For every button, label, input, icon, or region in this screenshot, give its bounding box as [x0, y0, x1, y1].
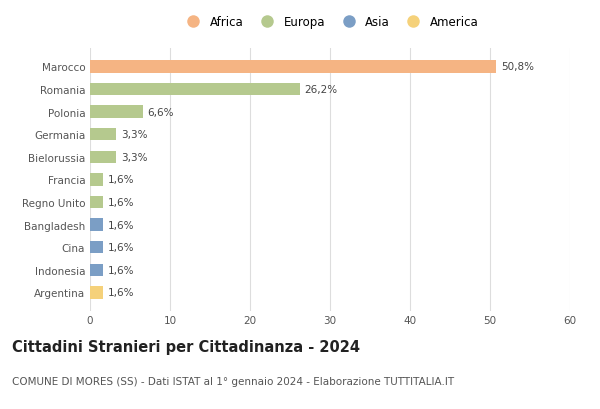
Text: 1,6%: 1,6% — [107, 243, 134, 253]
Bar — [90, 83, 299, 96]
Text: COMUNE DI MORES (SS) - Dati ISTAT al 1° gennaio 2024 - Elaborazione TUTTITALIA.I: COMUNE DI MORES (SS) - Dati ISTAT al 1° … — [12, 376, 454, 386]
Text: 50,8%: 50,8% — [501, 62, 534, 72]
Text: 1,6%: 1,6% — [107, 288, 134, 298]
Text: 1,6%: 1,6% — [107, 220, 134, 230]
Bar — [90, 241, 103, 254]
Text: 3,3%: 3,3% — [121, 130, 148, 140]
Bar — [90, 219, 103, 231]
Text: 1,6%: 1,6% — [107, 175, 134, 185]
Text: 3,3%: 3,3% — [121, 153, 148, 162]
Bar — [90, 129, 116, 141]
Legend: Africa, Europa, Asia, America: Africa, Europa, Asia, America — [181, 16, 479, 29]
Bar — [90, 174, 103, 186]
Bar — [90, 151, 116, 164]
Bar — [90, 287, 103, 299]
Text: Cittadini Stranieri per Cittadinanza - 2024: Cittadini Stranieri per Cittadinanza - 2… — [12, 339, 360, 355]
Text: 6,6%: 6,6% — [148, 107, 174, 117]
Bar — [90, 264, 103, 276]
Text: 26,2%: 26,2% — [304, 85, 338, 95]
Text: 1,6%: 1,6% — [107, 198, 134, 207]
Bar — [90, 61, 496, 73]
Bar — [90, 106, 143, 119]
Bar — [90, 196, 103, 209]
Text: 1,6%: 1,6% — [107, 265, 134, 275]
